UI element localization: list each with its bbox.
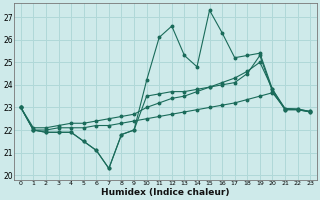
X-axis label: Humidex (Indice chaleur): Humidex (Indice chaleur) [101, 188, 230, 197]
